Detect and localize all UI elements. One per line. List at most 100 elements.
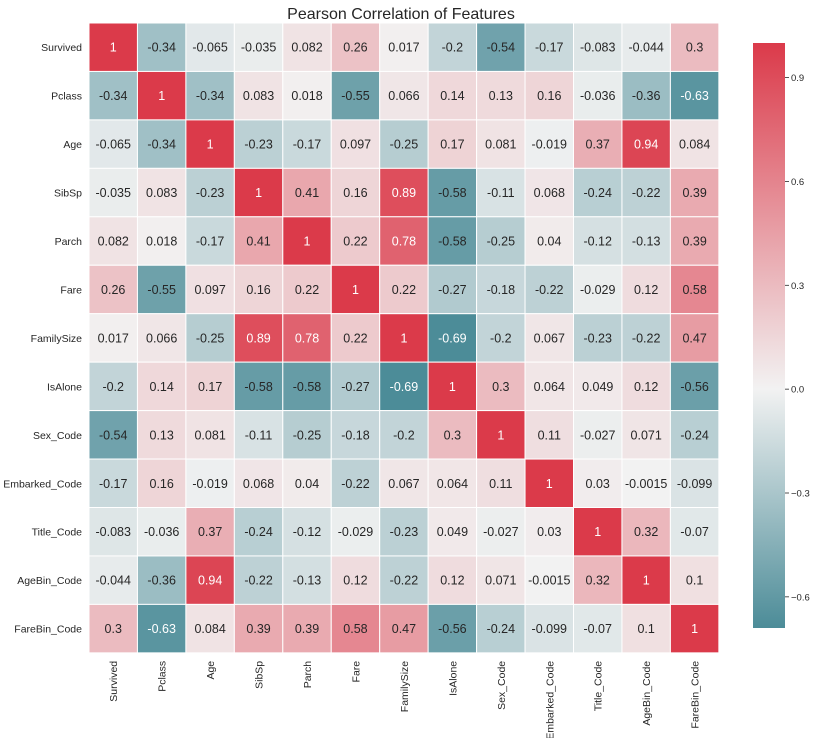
cell-value-label: -0.25: [390, 138, 419, 152]
cell-value-label: 0.78: [295, 331, 319, 345]
column-tick-label: FamilySize: [399, 661, 411, 713]
cell-value-label: -0.11: [487, 186, 515, 200]
cell-value-label: 0.084: [679, 138, 710, 152]
row-tick-label: Parch: [55, 236, 83, 248]
cell-value-label: 1: [594, 525, 601, 539]
heatmap-cell: [621, 507, 671, 557]
cell-value-label: 0.58: [343, 622, 367, 636]
heatmap-cell: [476, 167, 526, 218]
heatmap-cell: [233, 313, 284, 363]
heatmap-cell: [185, 216, 235, 266]
row-tick-label: FamilySize: [31, 333, 83, 345]
cell-value-label: -0.17: [99, 477, 128, 491]
cell-value-label: 0.018: [291, 89, 322, 103]
heatmap-cell: [88, 603, 138, 654]
heatmap-cell: [669, 603, 720, 654]
heatmap-cell: [427, 603, 478, 654]
cell-value-label: -0.029: [580, 283, 615, 297]
heatmap-cell: [185, 555, 235, 605]
heatmap-cell: [573, 410, 623, 460]
heatmap-cell: [136, 555, 187, 605]
heatmap-cell: [233, 264, 284, 315]
heatmap-cell: [621, 22, 671, 72]
cell-value-label: 0.47: [392, 622, 416, 636]
heatmap-cell: [330, 313, 381, 363]
cell-value-label: 0.082: [98, 235, 129, 249]
row-tick-label: SibSp: [54, 188, 82, 200]
cell-value-label: 0.04: [295, 477, 319, 491]
chart-title: Pearson Correlation of Features: [287, 6, 515, 23]
cell-value-label: -0.12: [293, 525, 322, 539]
cell-value-label: -0.2: [393, 428, 415, 442]
cell-value-label: 1: [643, 574, 650, 588]
heatmap-cell: [233, 603, 284, 654]
column-tick-label: Fare: [350, 661, 362, 683]
colorbar-tick-label: −0.6: [791, 592, 810, 603]
cell-value-label: -0.13: [632, 235, 661, 249]
heatmap-cell: [233, 70, 284, 121]
colorbar-tick-label: −0.3: [791, 489, 810, 500]
cell-value-label: 0.3: [444, 428, 461, 442]
cell-value-label: -0.24: [583, 186, 612, 200]
cell-value-label: 0.11: [538, 428, 561, 442]
heatmap-cell: [524, 313, 574, 363]
cell-value-label: 0.78: [392, 235, 416, 249]
cell-value-label: -0.22: [341, 477, 370, 491]
cell-value-label: -0.036: [144, 525, 179, 539]
heatmap-cell: [282, 119, 332, 169]
heatmap-cell: [88, 410, 138, 460]
cell-value-label: -0.55: [147, 283, 176, 297]
heatmap-cell: [282, 361, 332, 412]
heatmap-cell: [621, 216, 671, 266]
cell-value-label: 0.3: [105, 622, 122, 636]
heatmap-cell: [573, 167, 623, 218]
heatmap-cell: [573, 313, 623, 363]
cell-value-label: 1: [497, 428, 504, 442]
heatmap-cell: [524, 264, 574, 315]
heatmap-cell: [524, 22, 574, 72]
cell-value-label: 0.22: [343, 235, 367, 249]
heatmap-cell: [136, 22, 187, 72]
cell-value-label: 0.22: [343, 331, 367, 345]
cell-value-label: -0.0015: [625, 477, 667, 491]
column-tick-label: IsAlone: [447, 661, 459, 696]
row-tick-label: Sex_Code: [33, 430, 82, 442]
cell-value-label: -0.69: [438, 331, 467, 345]
cell-value-label: -0.17: [293, 138, 322, 152]
heatmap-cell: [185, 167, 235, 218]
heatmap-cell: [88, 313, 138, 363]
cell-value-label: 0.068: [243, 477, 274, 491]
cell-value-label: -0.23: [196, 186, 225, 200]
column-tick-label: Title_Code: [593, 661, 605, 712]
cell-value-label: -0.69: [390, 380, 419, 394]
cell-value-label: 0.1: [637, 622, 654, 636]
heatmap-cell: [476, 507, 526, 557]
cell-value-label: 0.47: [682, 331, 706, 345]
cell-value-label: -0.17: [196, 235, 225, 249]
cell-value-label: -0.019: [192, 477, 227, 491]
heatmap-cell: [427, 70, 478, 121]
column-tick-label: Pclass: [157, 661, 169, 692]
cell-value-label: -0.27: [438, 283, 467, 297]
cell-value-label: 0.37: [586, 138, 610, 152]
heatmap-cell: [524, 458, 574, 508]
row-tick-label: AgeBin_Code: [17, 575, 82, 587]
cell-value-label: 0.32: [634, 525, 658, 539]
cell-value-label: 0.12: [440, 574, 464, 588]
cell-value-label: -0.019: [532, 138, 567, 152]
cell-value-label: 0.14: [150, 380, 174, 394]
heatmap-cell: [185, 119, 235, 169]
row-tick-label: Survived: [41, 42, 82, 54]
cell-value-label: 0.071: [631, 428, 662, 442]
cell-value-label: -0.23: [244, 138, 273, 152]
cell-value-label: 0.94: [634, 138, 658, 152]
cell-value-label: 0.26: [101, 283, 125, 297]
cell-value-label: -0.083: [95, 525, 130, 539]
heatmap-cell: [185, 264, 235, 315]
cell-value-label: -0.54: [487, 41, 516, 55]
heatmap-cell: [379, 313, 429, 363]
heatmap-cell: [476, 361, 526, 412]
heatmap-cell: [379, 70, 429, 121]
cell-value-label: -0.58: [293, 380, 322, 394]
heatmap-cell: [427, 264, 478, 315]
